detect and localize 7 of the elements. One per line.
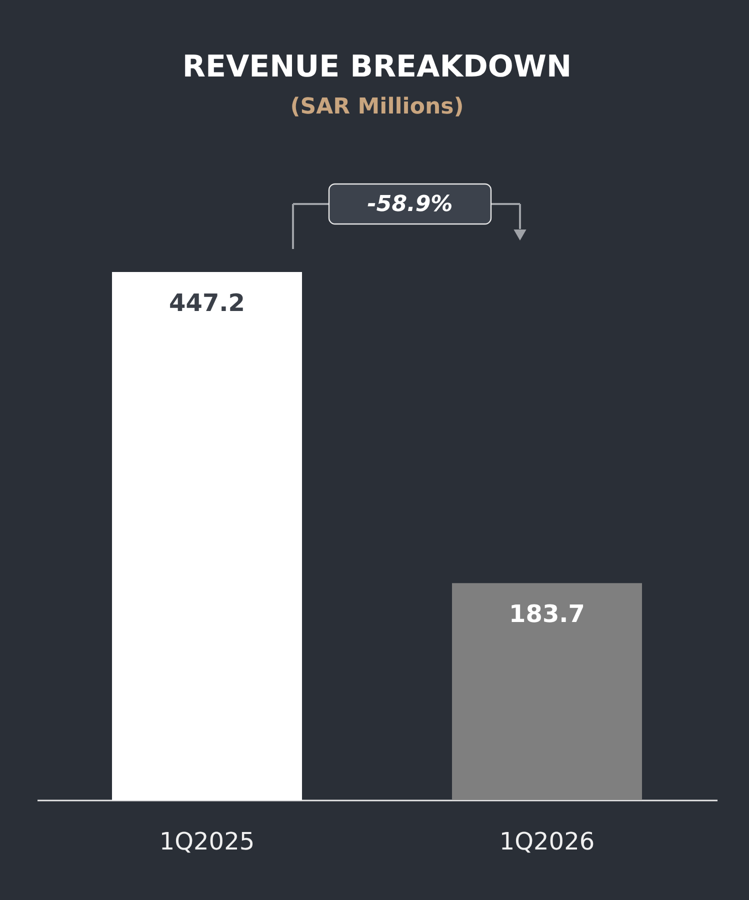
chart-title: REVENUE BREAKDOWN: [182, 49, 572, 84]
data-label: 447.2: [169, 288, 245, 317]
x-tick-label: 1Q2026: [499, 828, 595, 856]
chart-subtitle: (SAR Millions): [290, 94, 464, 120]
x-tick-label: 1Q2025: [159, 828, 255, 856]
text: -58.9%: [367, 192, 453, 217]
data-label: 183.7: [509, 600, 585, 628]
